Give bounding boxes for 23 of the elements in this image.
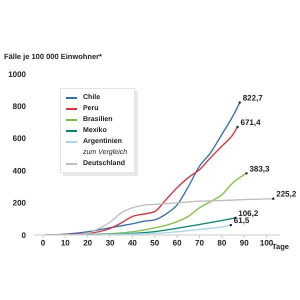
data-label: 671,4 (240, 118, 262, 127)
x-tick-label: 70 (195, 238, 204, 248)
data-label: 106,2 (238, 208, 259, 218)
x-tick-label: 10 (60, 238, 70, 248)
data-label: 383,3 (249, 164, 270, 174)
x-tick-label: 40 (128, 238, 138, 248)
y-tick-label: 800 (12, 102, 27, 112)
x-tick-label: 50 (150, 238, 160, 248)
y-tick-label: 1000 (8, 70, 27, 79)
data-label: 61,5 (234, 216, 250, 226)
y-tick-label: 200 (12, 198, 27, 208)
y-tick-label: 0 (22, 230, 27, 240)
x-tick-label: 60 (172, 238, 182, 248)
data-label: 822,7 (242, 94, 264, 103)
x-tick-label: 100 (260, 238, 274, 248)
x-tick-label: 90 (240, 238, 250, 248)
y-tick-label: 400 (12, 166, 27, 176)
x-tick-label: 0 (40, 238, 46, 248)
x-tick-label: 20 (83, 238, 93, 248)
data-label: 225,2 (276, 190, 297, 199)
y-tick-label: 600 (12, 134, 27, 144)
x-tick-label: 80 (217, 238, 227, 248)
x-tick-label: 30 (106, 238, 116, 248)
